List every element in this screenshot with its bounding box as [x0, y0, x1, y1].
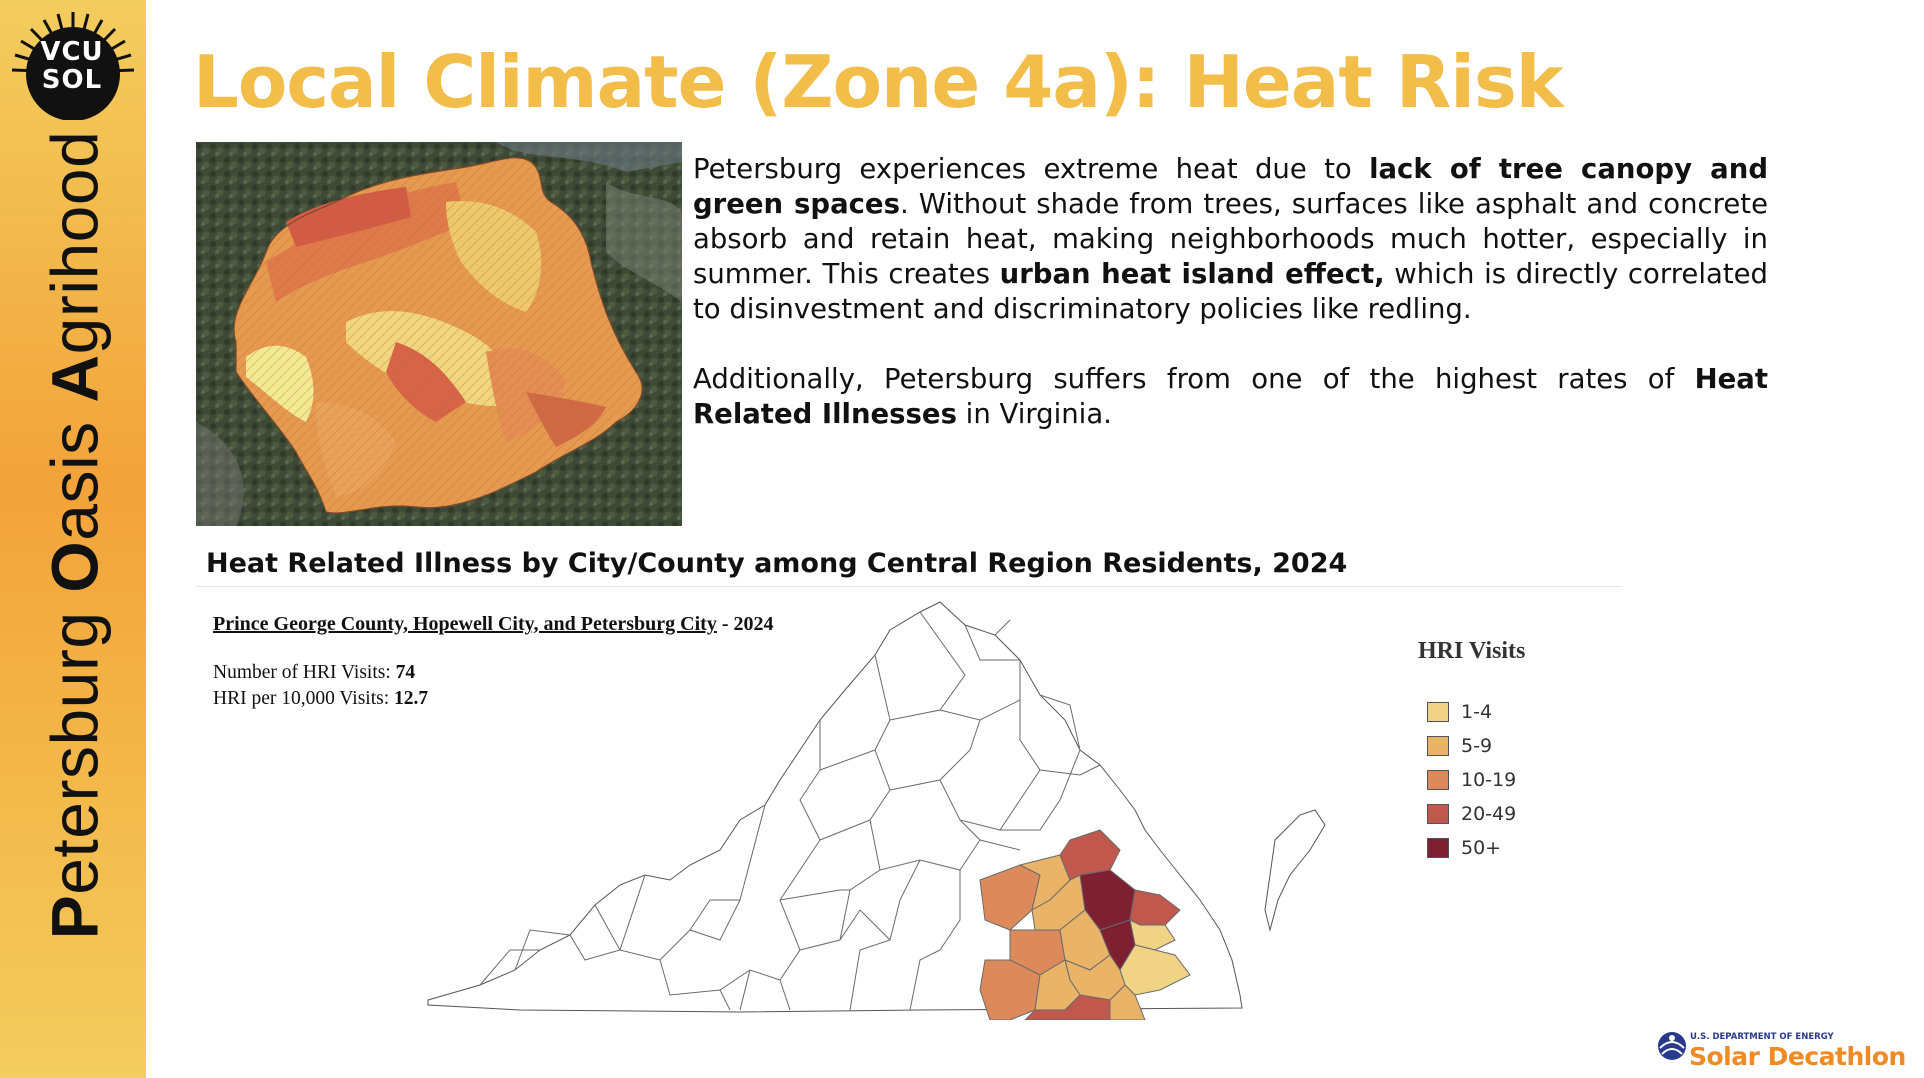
legend-swatch [1427, 838, 1449, 858]
description-text: Petersburg experiences extreme heat due … [693, 152, 1768, 467]
legend-title: HRI Visits [1418, 638, 1526, 664]
title-initial-o: O [37, 540, 112, 593]
petersburg-heat-map-image [196, 142, 682, 526]
title-word-oasis: asis [37, 402, 112, 541]
hri-visits-stat: Number of HRI Visits: 74 [213, 662, 416, 683]
legend-label: 1-4 [1461, 701, 1493, 723]
paragraph-heat-island: Petersburg experiences extreme heat due … [693, 153, 1768, 325]
solar-decathlon-logo-icon [1658, 1032, 1686, 1060]
legend-item: 5-9 [1427, 734, 1492, 758]
legend-item: 20-49 [1427, 802, 1516, 826]
legend-label: 5-9 [1461, 735, 1493, 757]
solar-decathlon-label: Solar Decathlon [1689, 1042, 1906, 1071]
sidebar: VCU SOL Petersburg Oasis Agrihood [0, 0, 146, 1078]
title-word-petersburg: etersburg [37, 592, 112, 895]
hri-rate-stat: HRI per 10,000 Visits: 12.7 [213, 688, 429, 709]
legend-label: 50+ [1461, 837, 1502, 859]
county-5-9-f [1109, 984, 1146, 1020]
county-10-19-c [979, 959, 1041, 1020]
slide-title: Local Climate (Zone 4a): Heat Risk [193, 40, 1564, 124]
vcu-sol-logo [11, 12, 135, 120]
doe-agency-label: U.S. DEPARTMENT OF ENERGY [1690, 1032, 1834, 1042]
logo-text: VCU SOL [40, 37, 104, 95]
legend-swatch [1427, 804, 1449, 824]
title-word-agrihood: grihood [37, 130, 112, 355]
legend-item: 50+ [1427, 836, 1501, 860]
virginia-hri-map [427, 601, 1326, 1020]
paragraph-hri: Additionally, Petersburg suffers from on… [693, 363, 1768, 430]
legend-item: 10-19 [1427, 768, 1516, 792]
legend-label: 10-19 [1461, 769, 1517, 791]
selected-region-heading: Prince George County, Hopewell City, and… [213, 613, 774, 635]
chart-divider [196, 586, 1622, 587]
hri-visits-value: 74 [395, 662, 416, 683]
chart-title: Heat Related Illness by City/County amon… [206, 548, 1348, 579]
selected-region-link[interactable]: Prince George County, Hopewell City, and… [213, 613, 717, 635]
legend-swatch [1427, 702, 1449, 722]
legend-item: 1-4 [1427, 700, 1492, 724]
title-initial-p: P [37, 894, 112, 940]
legend-label: 20-49 [1461, 803, 1517, 825]
title-initial-a: A [37, 354, 112, 403]
vertical-project-title: Petersburg Oasis Agrihood [14, 130, 134, 940]
legend-swatch [1427, 736, 1449, 756]
hri-rate-value: 12.7 [394, 688, 429, 709]
legend-swatch [1427, 770, 1449, 790]
